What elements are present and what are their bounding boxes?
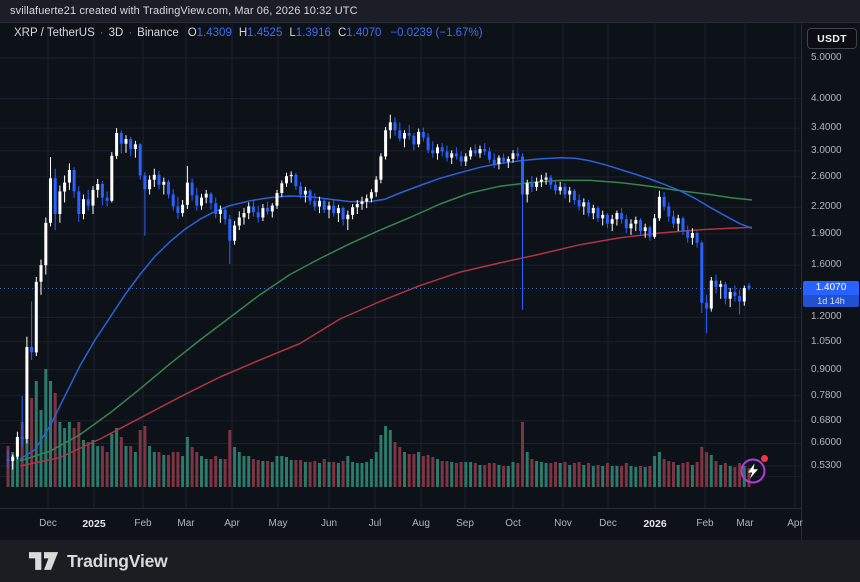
price-tick-label: 0.7800 (811, 389, 842, 401)
time-tick-label: Mar (177, 518, 195, 529)
open-label: O (187, 27, 197, 39)
high-label: H (238, 27, 248, 39)
time-tick-label: Feb (696, 518, 714, 529)
price-tick-label: 0.6800 (811, 414, 842, 426)
legend-separator: · (99, 27, 104, 39)
time-scale[interactable]: Dec 2025 Feb Mar Apr May Jun Jul Aug Sep Oct Nov Dec… (0, 508, 803, 541)
tradingview-logo-icon (29, 552, 59, 570)
time-tick-label: Feb (134, 518, 152, 529)
exchange-label[interactable]: Binance (137, 27, 179, 39)
low-label: L (289, 27, 296, 39)
price-tick-label: 0.9000 (811, 363, 842, 375)
price-tick-label: 1.9000 (811, 227, 842, 239)
price-tick-label: 5.0000 (811, 52, 842, 63)
price-tick-label: 0.5300 (811, 460, 842, 472)
time-tick-label: Apr (787, 518, 803, 529)
close-label: C (337, 27, 347, 39)
interval-label[interactable]: 3D (108, 27, 124, 39)
price-tick-label: 3.0000 (811, 144, 842, 156)
low-value: 1.3916 (295, 27, 331, 39)
price-tick-label: 3.4000 (811, 122, 842, 134)
price-tick-label: 2.6000 (811, 170, 842, 182)
time-tick-label: Dec (599, 518, 617, 529)
ohlc-readout: O1.4309 H1.4525 L1.3916 C1.4070 −0.0239 (−1.… (188, 27, 483, 39)
quick-trade-lightning-button[interactable] (739, 455, 768, 485)
change-value: −0.0239 (−1.67%) (390, 27, 483, 39)
tradingview-logo[interactable]: TradingView (29, 550, 168, 572)
price-tick-label: 2.2000 (811, 201, 842, 213)
time-tick-label: Sep (456, 518, 474, 529)
time-tick-label: 2026 (643, 518, 667, 530)
open-value: 1.4309 (196, 27, 232, 39)
time-tick-label: Aug (412, 518, 430, 529)
time-tick-label: Dec (39, 518, 57, 529)
price-tick-label: 1.6000 (811, 259, 842, 271)
time-tick-label: Jul (368, 518, 382, 529)
last-price-value: 1.4070 (815, 281, 847, 293)
alert-dot (761, 455, 768, 462)
time-tick-label: Jun (320, 518, 338, 529)
price-scale[interactable]: USDT 5.0000 4.0000 3.4000 3.0000 2.6000 2.200… (801, 22, 860, 540)
legend-separator: · (128, 27, 133, 39)
chart-pane[interactable]: XRP / TetherUS · 3D · Binance O1.4309 H1.… (0, 22, 860, 540)
price-tick-label: 1.0500 (811, 335, 842, 347)
price-tick-label: 0.6000 (811, 437, 842, 449)
last-price-badge: 1.4070 1d 14h (803, 280, 859, 307)
time-tick-label: 2025 (82, 518, 106, 530)
currency-label: USDT (817, 32, 847, 45)
time-tick-label: Oct (505, 518, 521, 529)
attribution-text: svillafuerte21 created with TradingView.… (10, 5, 358, 17)
time-tick-label: Nov (554, 518, 572, 529)
symbol-name[interactable]: XRP / TetherUS (14, 27, 95, 39)
chart-legend: XRP / TetherUS · 3D · Binance O1.4309 H1.… (14, 27, 483, 39)
attribution-bar: svillafuerte21 created with TradingView.… (0, 0, 860, 23)
time-tick-label: Apr (224, 518, 240, 529)
brand-name: TradingView (67, 550, 168, 571)
time-tick-label: Mar (736, 518, 754, 529)
price-tick-label: 1.2000 (811, 311, 842, 323)
time-tick-label: May (268, 518, 288, 529)
footer-bar: TradingView (0, 540, 860, 582)
bar-countdown: 1d 14h (803, 294, 859, 307)
currency-toggle-button[interactable]: USDT (807, 28, 857, 49)
lightning-icon (740, 458, 766, 484)
price-tick-label: 4.0000 (811, 92, 842, 104)
high-value: 1.4525 (247, 27, 283, 39)
close-value: 1.4070 (346, 27, 382, 39)
